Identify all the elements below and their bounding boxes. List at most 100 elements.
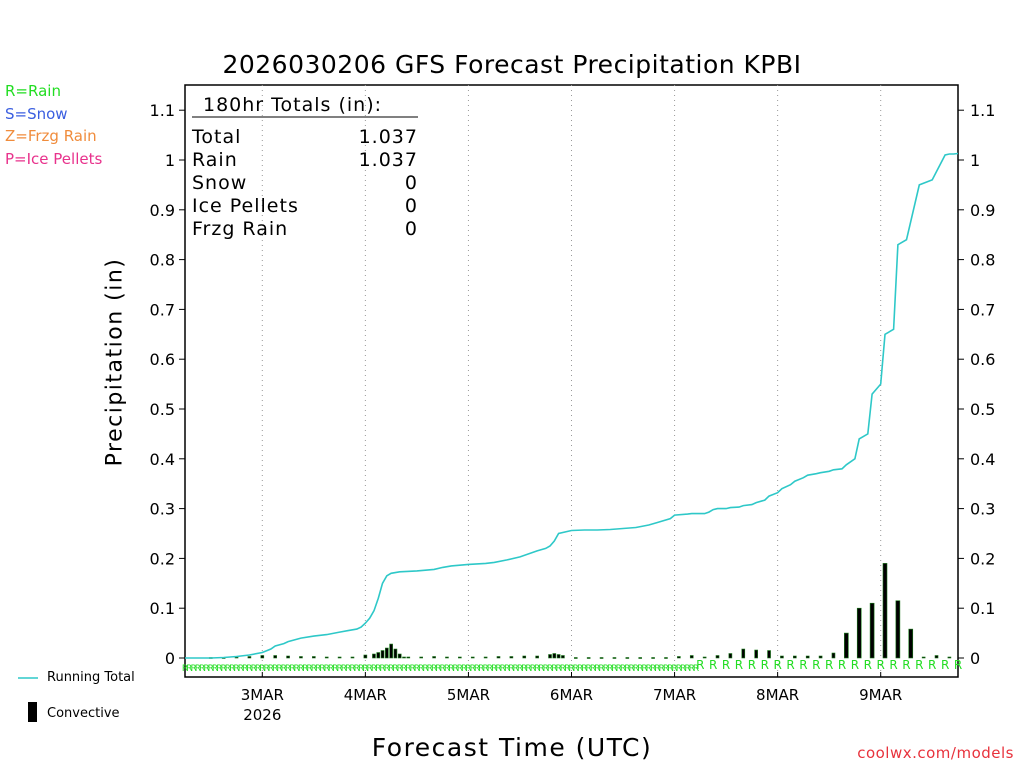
y-tick-label-right: 0.6	[970, 350, 995, 369]
convective-bar	[419, 656, 423, 659]
precip-type-marker: R	[581, 664, 587, 674]
convective-bar	[844, 632, 849, 659]
precip-type-marker: R	[452, 664, 458, 674]
running-total-line	[185, 152, 959, 659]
precip-type-marker: R	[272, 664, 278, 674]
convective-bar	[509, 656, 514, 659]
precip-type-marker: R	[324, 664, 330, 674]
convective-bar	[882, 563, 888, 659]
precip-type-marker: R	[877, 658, 885, 672]
convective-bar	[496, 656, 501, 659]
y-tick-label-right: 0	[970, 649, 980, 668]
precip-type-marker: R	[315, 664, 321, 674]
y-tick-label-right: 1	[970, 151, 980, 170]
y-tick-label-left: 0.2	[150, 549, 175, 568]
precip-type-marker: R	[633, 664, 639, 674]
precip-type-marker: R	[573, 664, 579, 674]
convective-bar	[402, 656, 406, 659]
x-tick-label: 3MAR	[241, 686, 284, 704]
convective-bar	[702, 656, 707, 659]
convective-bar	[805, 655, 810, 659]
precip-type-marker: R	[221, 664, 227, 674]
precip-type-marker: R	[397, 664, 403, 674]
precip-type-marker: R	[555, 664, 561, 674]
y-tick-label-right: 0.5	[970, 400, 995, 419]
precip-type-marker: R	[375, 664, 381, 674]
precip-type-marker: R	[263, 664, 269, 674]
convective-bar	[337, 656, 342, 659]
precip-type-marker: R	[414, 664, 420, 674]
y-tick-label-right: 0.3	[970, 500, 995, 519]
precip-type-marker: R	[482, 664, 488, 674]
precip-type-marker: R	[941, 658, 949, 672]
precip-type-marker: R	[367, 664, 373, 674]
precip-type-marker: R	[676, 664, 682, 674]
convective-bar	[445, 656, 449, 659]
precip-type-marker: R	[444, 664, 450, 674]
precip-type-marker: R	[812, 658, 820, 672]
precip-type-marker: R	[427, 664, 433, 674]
convective-bar	[818, 655, 823, 659]
precip-type-marker: R	[564, 664, 570, 674]
precip-type-marker: R	[495, 664, 501, 674]
precip-type-marker: R	[646, 664, 652, 674]
precip-type-marker: R	[302, 664, 308, 674]
convective-bar	[385, 647, 389, 659]
y-tick-label-right: 0.2	[970, 549, 995, 568]
precip-type-marker: R	[689, 664, 695, 674]
precip-type-marker: R	[251, 664, 257, 674]
precip-type-marker: R	[928, 658, 936, 672]
precip-type-marker: R	[294, 664, 300, 674]
credit-text: coolwx.com/models	[857, 744, 1014, 762]
precip-type-marker: R	[242, 664, 248, 674]
convective-bar	[741, 648, 746, 659]
precip-type-marker: R	[379, 664, 385, 674]
convective-bar	[247, 656, 252, 659]
precip-type-marker: R	[799, 658, 807, 672]
convective-bar	[556, 654, 561, 659]
chart-title: 2026030206 GFS Forecast Precipitation KP…	[222, 50, 802, 79]
convective-bar	[324, 656, 329, 659]
precip-type-marker: R	[276, 664, 282, 674]
precip-type-marker: R	[530, 664, 536, 674]
convective-bar	[260, 655, 265, 659]
precip-type-marker: R	[641, 664, 647, 674]
precip-type-marker: R	[603, 664, 609, 674]
totals-row-label: Rain	[192, 149, 238, 171]
precip-type-marker: R	[620, 664, 626, 674]
precip-type-marker: R	[208, 664, 214, 674]
convective-bar	[458, 656, 462, 659]
convective-bar	[273, 655, 277, 659]
precip-type-marker: R	[212, 664, 218, 674]
precip-type-marker: R	[298, 664, 304, 674]
precip-type-marker: R	[487, 664, 493, 674]
x-tick-label: 7MAR	[653, 686, 696, 704]
y-tick-label-right: 1.1	[970, 101, 995, 120]
precip-type-marker: R	[186, 664, 192, 674]
convective-bar	[651, 657, 655, 659]
convective-bar	[689, 655, 694, 659]
legend-snow: S=Snow	[5, 105, 68, 123]
precip-type-marker: R	[259, 664, 265, 674]
precip-type-marker: R	[246, 664, 252, 674]
convective-bar	[908, 628, 914, 659]
precip-type-marker: R	[954, 658, 962, 672]
totals-row-label: Total	[191, 126, 241, 148]
precip-type-marker: R	[229, 664, 235, 674]
precip-type-marker: R	[838, 658, 846, 672]
precip-type-marker: R	[508, 664, 514, 674]
y-tick-label-left: 0.5	[150, 400, 175, 419]
precip-type-marker: R	[667, 664, 673, 674]
precip-type-marker: R	[693, 664, 699, 674]
convective-legend-label: Convective	[47, 706, 120, 721]
convective-bar	[934, 655, 939, 659]
precip-type-marker: R	[500, 664, 506, 674]
convective-bar	[728, 653, 733, 659]
convective-bar	[586, 657, 591, 659]
y-tick-label-left: 1	[165, 151, 175, 170]
precip-type-marker: R	[628, 664, 634, 674]
legend-rain: R=Rain	[5, 82, 61, 100]
precip-type-marker: R	[491, 664, 497, 674]
precip-type-marker: R	[577, 664, 583, 674]
precip-type-marker: R	[289, 664, 295, 674]
